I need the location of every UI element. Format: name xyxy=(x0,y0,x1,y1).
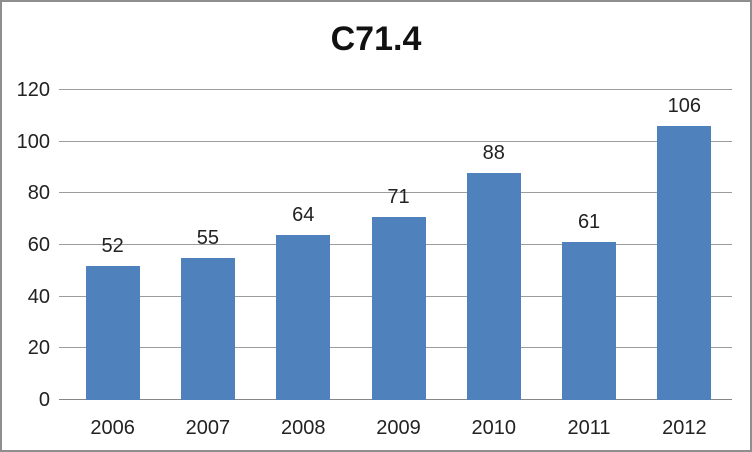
data-label-2010: 88 xyxy=(482,141,505,164)
y-tick-label-80: 80 xyxy=(27,182,50,205)
bar-fill-2006 xyxy=(85,265,140,400)
bar-fill-2010 xyxy=(466,172,521,400)
gridline-100 xyxy=(59,140,732,142)
x-tick-label-2008: 2008 xyxy=(280,417,326,439)
data-label-2006: 52 xyxy=(101,234,124,257)
y-tick-label-0: 0 xyxy=(38,389,50,411)
bar-2011 xyxy=(562,242,617,400)
x-tick-label-2010: 2010 xyxy=(471,417,517,439)
bar-2009 xyxy=(371,216,426,400)
data-label-2011: 61 xyxy=(577,211,601,234)
x-tick-label-2009: 2009 xyxy=(376,417,421,439)
x-tick-label-2007: 2007 xyxy=(185,417,231,439)
y-tick-label-60: 60 xyxy=(27,234,50,256)
y-tick-label-40: 40 xyxy=(27,285,50,308)
y-tick-label-120: 120 xyxy=(16,79,50,101)
bar-2008 xyxy=(276,234,331,400)
bar-2007 xyxy=(180,257,235,400)
bar-fill-2009 xyxy=(371,216,426,400)
bar-2012 xyxy=(657,126,712,400)
bar-fill-2012 xyxy=(657,126,712,400)
y-axis-labels: 0 20 40 60 80 100 120 xyxy=(2,80,50,410)
data-label-2008: 64 xyxy=(292,203,315,226)
x-tick-label-2006: 2006 xyxy=(90,417,135,439)
bar-fill-2007 xyxy=(180,257,235,400)
x-tick-label-2012: 2012 xyxy=(662,417,707,439)
gridline-120 xyxy=(59,89,732,90)
bar-2010 xyxy=(466,172,521,400)
data-label-2012: 106 xyxy=(667,95,702,118)
data-label-2009: 71 xyxy=(387,185,410,208)
bar-fill-2011 xyxy=(562,242,617,400)
chart-title: C71.4 xyxy=(330,20,422,58)
y-tick-label-100: 100 xyxy=(16,130,50,153)
bar-2006 xyxy=(85,265,140,400)
plot-area: 52 2006 55 2007 64 2008 71 2009 88 2010 61 2011 106 2… xyxy=(59,89,732,439)
data-label-2007: 55 xyxy=(196,226,220,249)
y-tick-label-20: 20 xyxy=(27,337,50,360)
bar-fill-2008 xyxy=(276,234,331,400)
x-tick-label-2011: 2011 xyxy=(567,417,611,439)
gridline-80 xyxy=(59,192,732,194)
